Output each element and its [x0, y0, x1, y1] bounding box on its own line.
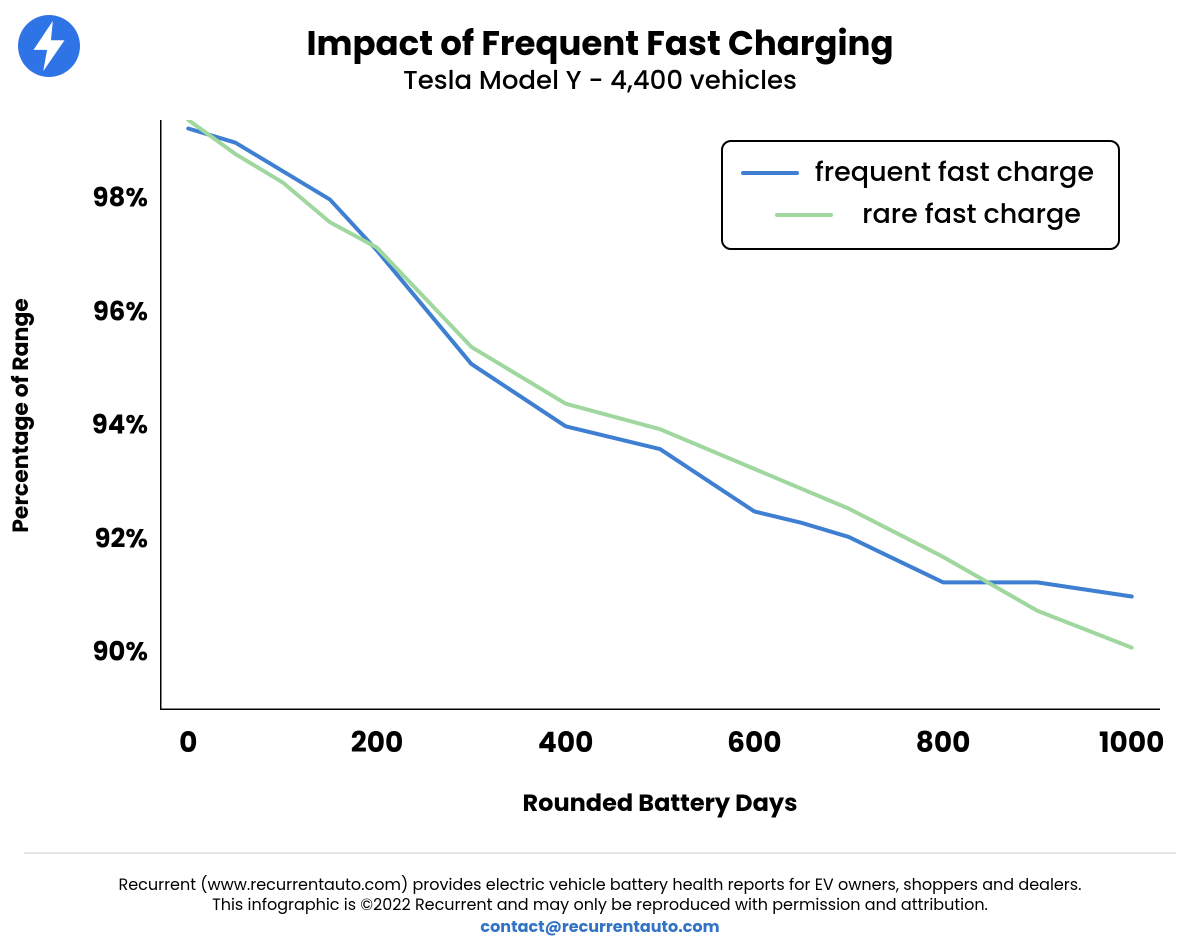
y-axis-label: Percentage of Range	[0, 120, 40, 710]
y-tick-label: 98%	[70, 180, 148, 219]
legend-label: frequent fast charge	[815, 152, 1094, 194]
legend: frequent fast chargerare fast charge	[721, 140, 1120, 250]
chart-area: Percentage of Range 90%92%94%96%98% 0200…	[10, 120, 1170, 820]
x-tick-label: 1000	[1072, 722, 1192, 764]
y-axis-label-text: Percentage of Range	[4, 298, 37, 533]
y-tick-label: 90%	[70, 634, 148, 673]
y-tick-label: 94%	[70, 407, 148, 446]
legend-item: frequent fast charge	[741, 152, 1094, 194]
x-tick-label: 800	[883, 722, 1003, 764]
x-tick-label: 200	[317, 722, 437, 764]
y-tick-label: 92%	[70, 520, 148, 559]
plot-region: frequent fast chargerare fast charge	[160, 120, 1160, 710]
legend-item: rare fast charge	[741, 194, 1094, 236]
chart-subtitle: Tesla Model Y - 4,400 vehicles	[0, 65, 1200, 98]
x-axis-label: Rounded Battery Days	[160, 786, 1160, 821]
footer-divider	[24, 852, 1176, 854]
y-tick-label: 96%	[70, 293, 148, 332]
legend-swatch	[775, 213, 833, 217]
footer-contact: contact@recurrentauto.com	[0, 914, 1200, 939]
legend-label: rare fast charge	[849, 194, 1094, 236]
x-tick-label: 600	[694, 722, 814, 764]
legend-swatch	[741, 171, 799, 175]
x-tick-label: 400	[506, 722, 626, 764]
x-tick-label: 0	[128, 722, 248, 764]
chart-title: Impact of Frequent Fast Charging	[0, 24, 1200, 63]
